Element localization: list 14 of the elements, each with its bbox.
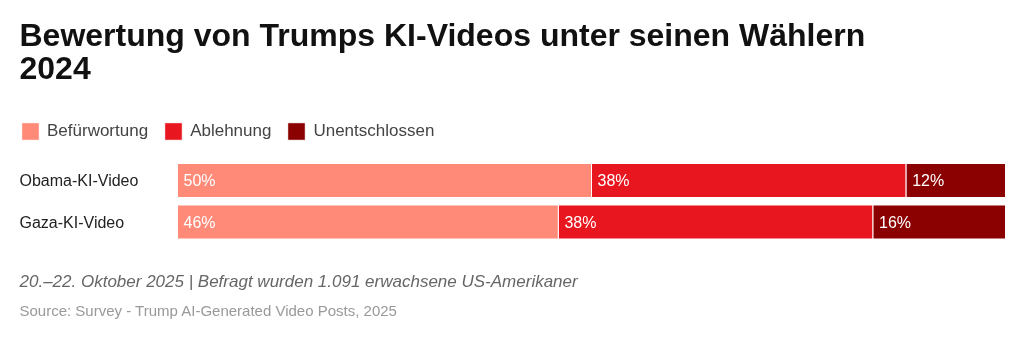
data-label: 50% [183, 172, 216, 189]
legend-label: Unentschlossen [313, 121, 435, 141]
source-note: Source: Survey - Trump AI-Generated Video Posts, 2025 [19, 301, 397, 319]
chart-title: Bewertung von Trumps KI-Videos unter seinen Wählern 2024 [19, 16, 866, 86]
data-label: 38% [564, 213, 597, 231]
data-label: 38% [597, 172, 630, 189]
text: 20.–22. Oktober 2025 | Befragt wurden 1.091 erwachsene US-Amerikaner [18, 271, 580, 291]
data-label: 46% [183, 213, 216, 231]
legend-label: Befürwortung [47, 121, 149, 141]
y-tick-label: Obama-KI-Video [19, 172, 139, 189]
legend-label: Ablehnung [190, 121, 272, 141]
y-tick-label: Gaza-KI-Video [19, 213, 125, 231]
data-label: 12% [912, 172, 945, 189]
data-label: 16% [879, 213, 912, 231]
